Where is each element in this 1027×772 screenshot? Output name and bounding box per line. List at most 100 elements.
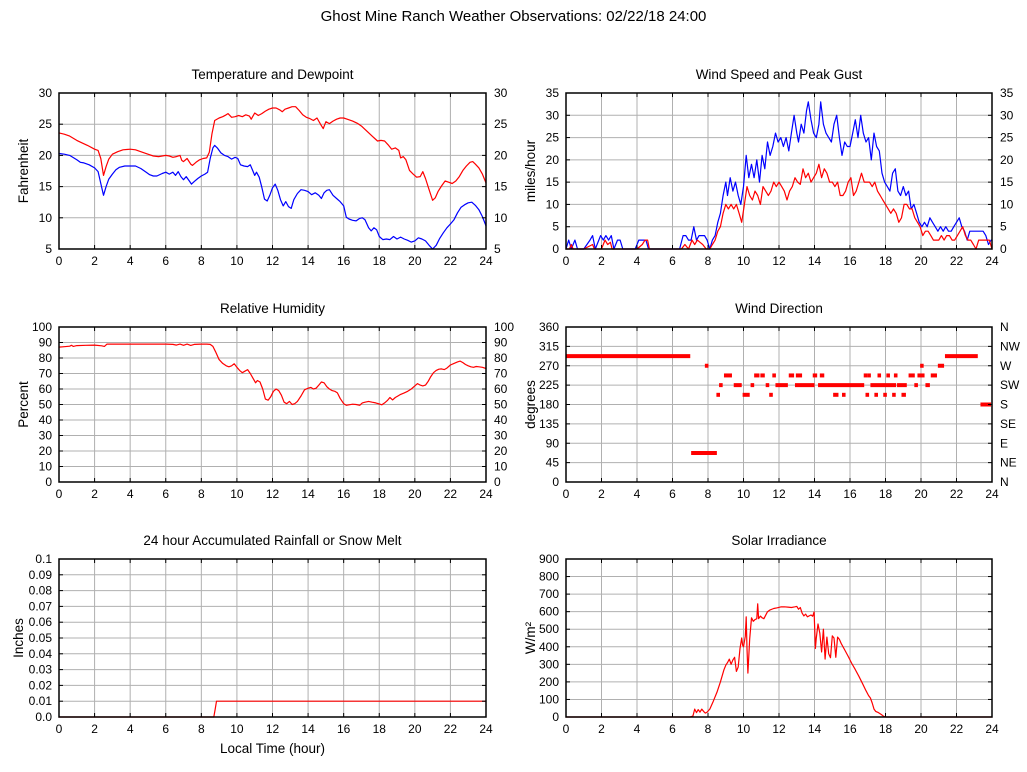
y-tick-label: 100 <box>539 692 559 706</box>
x-tick-label: 18 <box>373 722 387 736</box>
y-tick-label: 300 <box>539 657 559 671</box>
x-tick-label: 22 <box>950 254 964 268</box>
y-tick-label: 50 <box>39 398 53 412</box>
y-tick-label-right: 40 <box>494 413 508 427</box>
y-tick-label-right: 15 <box>1000 175 1014 189</box>
y-tick-label-right: 80 <box>494 351 508 365</box>
y-tick-label: 0.07 <box>29 599 53 613</box>
x-tick-label: 6 <box>162 722 169 736</box>
chart-title: Wind Speed and Peak Gust <box>696 67 863 82</box>
y-tick-label: 60 <box>39 382 53 396</box>
wind-speed-series <box>565 163 993 250</box>
x-tick-label: 6 <box>669 487 676 501</box>
x-tick-label: 14 <box>301 254 315 268</box>
x-tick-label: 8 <box>705 254 712 268</box>
x-tick-label: 10 <box>230 722 244 736</box>
y-tick-label: 900 <box>539 552 559 566</box>
chart-title: Wind Direction <box>735 301 823 316</box>
x-tick-label: 20 <box>408 487 422 501</box>
x-tick-label: 18 <box>879 487 893 501</box>
x-tick-label: 22 <box>950 487 964 501</box>
y-tick-label-right: 25 <box>1000 131 1014 145</box>
x-tick-label: 24 <box>479 722 493 736</box>
x-tick-label: 8 <box>705 722 712 736</box>
y-tick-label: 135 <box>539 417 559 431</box>
y-tick-label: 0.03 <box>29 663 53 677</box>
x-tick-label: 22 <box>444 722 458 736</box>
x-axis-label: Local Time (hour) <box>220 741 325 756</box>
y-tick-label: 30 <box>546 108 560 122</box>
x-tick-label: 2 <box>598 487 605 501</box>
x-tick-label: 22 <box>444 487 458 501</box>
x-tick-label: 2 <box>598 722 605 736</box>
y-tick-label: 0.09 <box>29 568 53 582</box>
y-tick-label: 5 <box>552 220 559 234</box>
y-tick-label-right: 30 <box>494 86 508 100</box>
y-tick-label: 10 <box>39 211 53 225</box>
x-tick-label: 10 <box>737 722 751 736</box>
x-tick-label: 16 <box>337 722 351 736</box>
solar-irradiance-series <box>565 603 993 718</box>
wind-direction-series <box>566 354 992 455</box>
x-tick-label: 12 <box>266 254 280 268</box>
y-tick-label: 0 <box>552 242 559 256</box>
x-tick-label: 18 <box>879 722 893 736</box>
y-tick-label: 70 <box>39 367 53 381</box>
x-tick-label: 20 <box>408 722 422 736</box>
x-tick-label: 24 <box>479 254 493 268</box>
x-tick-label: 0 <box>563 487 570 501</box>
y-tick-label: 0.05 <box>29 631 53 645</box>
x-tick-label: 16 <box>843 487 857 501</box>
x-tick-label: 8 <box>198 254 205 268</box>
y-tick-label: 0 <box>552 710 559 724</box>
x-tick-label: 24 <box>985 254 999 268</box>
y-tick-label: 800 <box>539 570 559 584</box>
x-tick-label: 18 <box>373 487 387 501</box>
x-tick-label: 12 <box>772 487 786 501</box>
y-tick-label-right: 25 <box>494 117 508 131</box>
y-tick-label: 20 <box>39 148 53 162</box>
y-tick-label: 225 <box>539 378 559 392</box>
x-tick-label: 12 <box>772 254 786 268</box>
x-tick-label: 16 <box>843 722 857 736</box>
x-tick-label: 6 <box>162 487 169 501</box>
y-tick-label-right: 20 <box>1000 153 1014 167</box>
x-tick-label: 4 <box>127 487 134 501</box>
x-tick-label: 24 <box>985 487 999 501</box>
y-tick-label-right: 5 <box>1000 220 1007 234</box>
y-tick-label-right: 70 <box>494 367 508 381</box>
y-tick-label-right: 15 <box>494 180 508 194</box>
x-tick-label: 22 <box>950 722 964 736</box>
x-tick-label: 20 <box>408 254 422 268</box>
x-tick-label: 22 <box>444 254 458 268</box>
y-tick-label-right: 30 <box>1000 108 1014 122</box>
chart-title: Temperature and Dewpoint <box>191 67 353 82</box>
chart-title: Solar Irradiance <box>731 533 826 548</box>
y-tick-label-right: 20 <box>494 444 508 458</box>
x-tick-label: 16 <box>843 254 857 268</box>
y-tick-label-right: 20 <box>494 148 508 162</box>
x-tick-label: 14 <box>301 722 315 736</box>
x-tick-label: 16 <box>337 254 351 268</box>
y-tick-label: 400 <box>539 640 559 654</box>
x-tick-label: 0 <box>563 254 570 268</box>
x-tick-label: 14 <box>808 722 822 736</box>
y-tick-label: 0.01 <box>29 694 53 708</box>
x-tick-label: 0 <box>56 254 63 268</box>
y-tick-label: 90 <box>39 336 53 350</box>
y-tick-label-right: NW <box>1000 339 1021 353</box>
y-tick-label: 500 <box>539 622 559 636</box>
page-title: Ghost Mine Ranch Weather Observations: 0… <box>320 8 707 25</box>
y-tick-label: 315 <box>539 339 559 353</box>
x-tick-label: 2 <box>598 254 605 268</box>
chart-title: 24 hour Accumulated Rainfall or Snow Mel… <box>143 533 401 548</box>
y-tick-label: 600 <box>539 605 559 619</box>
y-tick-label: 0.06 <box>29 615 53 629</box>
y-tick-label: 5 <box>45 242 52 256</box>
x-tick-label: 0 <box>56 722 63 736</box>
